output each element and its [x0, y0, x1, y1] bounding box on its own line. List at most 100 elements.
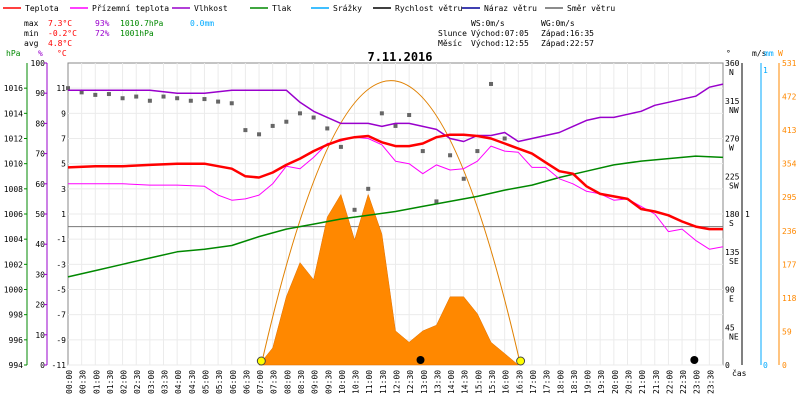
hpa-tick-label: 996 [9, 336, 24, 345]
axes: 9949969981000100210041006100810101012101… [4, 59, 797, 370]
wind-direction-point [311, 115, 316, 120]
stats-avg-temp: 4.8°C [48, 39, 72, 48]
x-tick-label: 16:30 [515, 370, 524, 394]
series-layer [66, 80, 724, 366]
sun-rise: Východ:07:05 [471, 29, 529, 38]
w-tick-label: 295 [782, 193, 797, 202]
moon-rise: Východ:12:55 [471, 39, 529, 48]
w-tick-label: 177 [782, 260, 797, 269]
wind-direction-point [120, 96, 125, 101]
degc-tick-label: 5 [61, 160, 66, 169]
wind-direction-point [338, 144, 343, 149]
x-tick-label: 01:00 [92, 370, 101, 394]
wind-direction-point [106, 92, 111, 97]
degc-tick-label: 1 [61, 210, 66, 219]
x-tick-label: 17:30 [543, 370, 552, 394]
x-axis: 00:00 00:30 01:00 01:30 02:00 02:30 03:00 03:30… [65, 370, 715, 394]
wind-direction-point [161, 94, 166, 99]
pct-tick-label: 100 [31, 59, 46, 68]
legend-label-0: Teplota [25, 4, 59, 13]
wind-direction-point [297, 111, 302, 116]
x-tick-label: 04:30 [188, 370, 197, 394]
dir-tick-compass: S [729, 219, 734, 228]
wind-direction-point [93, 92, 98, 97]
axis-units: hPa % °C ° m/s mm W čas [6, 49, 783, 378]
legend-label-6: Náraz větru [484, 4, 537, 13]
dir-tick-label: 90 [725, 286, 735, 295]
x-tick-label: 15:30 [488, 370, 497, 394]
x-tick-label: 10:30 [352, 370, 361, 394]
pct-tick-label: 90 [35, 89, 45, 98]
wind-direction-point [489, 81, 494, 86]
dir-tick-label: 180 [725, 210, 740, 219]
moon-set: Západ:22:57 [541, 39, 594, 48]
x-tick-label: 22:00 [665, 370, 674, 394]
degc-tick-label: -7 [56, 311, 66, 320]
clear-sky-curve [260, 80, 521, 366]
x-tick-label: 12:30 [406, 370, 415, 394]
stats-min-press: 1001hPa [120, 29, 154, 38]
wind-direction-point [216, 99, 221, 104]
x-tick-label: 08:30 [297, 370, 306, 394]
x-tick-label: 12:00 [393, 370, 402, 394]
degc-tick-label: 7 [61, 135, 66, 144]
x-tick-label: 19:00 [584, 370, 593, 394]
w-tick-label: 236 [782, 227, 797, 236]
wind-direction-point [79, 90, 84, 95]
dir-tick-label: 135 [725, 248, 740, 257]
dir-tick-compass: NE [729, 332, 739, 341]
unit-deg: ° [726, 49, 731, 58]
wind-direction-point [284, 119, 289, 124]
dir-tick-compass: SW [729, 181, 739, 190]
hpa-tick-label: 1000 [4, 286, 23, 295]
x-tick-label: 02:00 [120, 370, 129, 394]
degc-tick-label: -9 [56, 336, 66, 345]
dir-tick-label: 225 [725, 172, 740, 181]
x-tick-label: 03:30 [161, 370, 170, 394]
series-tlak [67, 155, 724, 278]
ms-tick-label: 1 [745, 210, 750, 219]
stats-panel: max 7.3°C 93% 1010.7hPa 0.0mm min -0.2°C… [24, 19, 214, 48]
mm-zero-label: 0 [763, 361, 768, 370]
unit-mm: mm [764, 49, 774, 58]
stats-min-label: min [24, 29, 39, 38]
degc-tick-label: -11 [52, 361, 67, 370]
sun-label: Slunce [438, 29, 467, 38]
x-tick-label: 01:30 [106, 370, 115, 394]
hpa-tick-label: 1010 [4, 160, 23, 169]
degc-tick-label: -5 [56, 286, 66, 295]
x-tick-label: 15:00 [474, 370, 483, 394]
legend-label-4: Srážky [333, 4, 362, 13]
hpa-tick-label: 1016 [4, 84, 23, 93]
x-tick-label: 18:00 [556, 370, 565, 394]
x-tick-label: 09:30 [324, 370, 333, 394]
wind-direction-point [229, 101, 234, 106]
x-tick-label: 19:30 [597, 370, 606, 394]
hpa-tick-label: 1012 [4, 135, 23, 144]
wind-direction-point [257, 132, 262, 137]
stats-min-temp: -0.2°C [48, 29, 77, 38]
x-tick-label: 00:30 [79, 370, 88, 394]
degc-tick-label: -1 [56, 235, 66, 244]
x-tick-label: 17:00 [529, 370, 538, 394]
x-tick-label: 23:30 [706, 370, 715, 394]
unit-pct: % [38, 49, 43, 58]
series-teplota [67, 133, 723, 231]
wind-direction-point [270, 123, 275, 128]
x-tick-label: 06:00 [229, 370, 238, 394]
w-tick-label: 354 [782, 160, 797, 169]
wind-direction-point [393, 123, 398, 128]
series-vlhkost [68, 83, 724, 143]
stats-avg-label: avg [24, 39, 39, 48]
wind-direction-point [475, 149, 480, 154]
moonset-marker [690, 356, 699, 364]
x-tick-label: 11:00 [365, 370, 374, 394]
x-tick-label: 14:00 [447, 370, 456, 394]
wind-direction-point [379, 111, 384, 116]
stats-max-hum: 93% [95, 19, 110, 28]
wind-direction-point [243, 128, 248, 133]
x-tick-label: 20:30 [624, 370, 633, 394]
w-tick-label: 472 [782, 93, 797, 102]
